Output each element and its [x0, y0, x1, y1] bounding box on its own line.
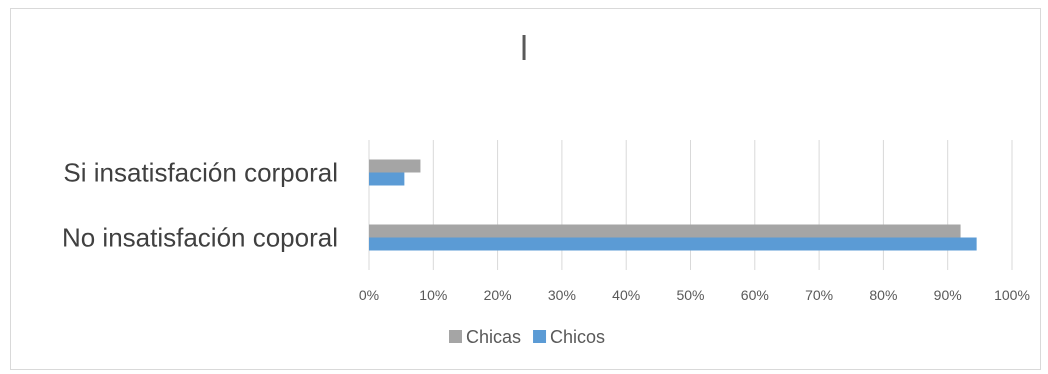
legend-label-chicos: Chicos	[550, 327, 605, 347]
bar-chicas-1	[369, 224, 961, 238]
x-tick-label: 20%	[484, 287, 512, 303]
bars	[369, 159, 977, 251]
x-tick-label: 100%	[994, 287, 1030, 303]
x-tick-label: 10%	[419, 287, 447, 303]
category-label: No insatisfación coporal	[62, 223, 338, 253]
x-tick-label: 70%	[805, 287, 833, 303]
legend-label-chicas: Chicas	[466, 327, 521, 347]
x-tick-label: 80%	[869, 287, 897, 303]
bar-chicas-0	[369, 159, 421, 173]
bar-chicos-0	[369, 172, 405, 186]
legend-swatch-chicas	[449, 330, 462, 343]
legend-swatch-chicos	[533, 330, 547, 343]
x-tick-label: 0%	[359, 287, 379, 303]
bar-chicos-1	[369, 237, 977, 251]
x-tick-label: 90%	[934, 287, 962, 303]
x-tick-label: 50%	[676, 287, 704, 303]
category-labels: Si insatisfación corporal No insatisfació…	[62, 158, 338, 253]
chart-frame	[10, 8, 1041, 370]
chart-title: l	[520, 30, 528, 68]
legend: Chicas Chicos	[449, 327, 605, 347]
category-label: Si insatisfación corporal	[63, 158, 338, 188]
x-tick-label: 30%	[548, 287, 576, 303]
x-tick-label: 40%	[612, 287, 640, 303]
x-tick-label: 60%	[741, 287, 769, 303]
x-tick-labels: 0% 10% 20% 30% 40% 50% 60% 70% 80% 90% 100%	[359, 287, 1030, 303]
